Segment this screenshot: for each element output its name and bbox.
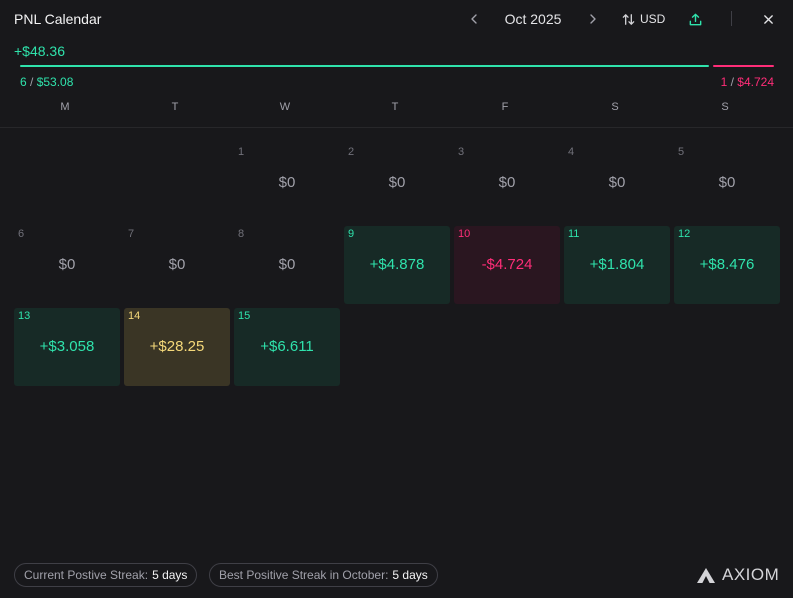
day-number: 7 <box>128 228 135 240</box>
close-button[interactable] <box>759 10 777 28</box>
day-cell-5[interactable]: 5 $0 <box>674 144 780 222</box>
day-number: 8 <box>238 228 245 240</box>
day-pnl-value: $0 <box>278 256 296 273</box>
page-title: PNL Calendar <box>14 11 102 27</box>
weekday-label: S <box>611 101 619 113</box>
header: PNL Calendar Oct 2025 USD <box>0 0 793 38</box>
day-number: 11 <box>568 228 580 240</box>
negative-days-count: 1 <box>720 75 728 89</box>
weekday-label: T <box>171 101 179 113</box>
weekday-label: W <box>279 101 291 113</box>
weekday-label: M <box>60 101 70 113</box>
total-pnl: +$48.36 <box>14 43 65 59</box>
day-number: 4 <box>568 146 575 158</box>
axiom-logo-icon <box>697 567 715 583</box>
day-cell-12[interactable]: 12 +$8.476 <box>674 226 780 304</box>
brand-name: AXIOM <box>722 565 780 584</box>
day-pnl-value: $0 <box>608 174 626 191</box>
negative-bar <box>712 65 774 67</box>
weekday-label: S <box>721 101 729 113</box>
day-number: 5 <box>678 146 685 158</box>
day-cell-15[interactable]: 15 +$6.611 <box>234 308 340 386</box>
day-number: 1 <box>238 146 245 158</box>
current-streak-label: Current Postive Streak: <box>24 568 149 582</box>
weekday-label: F <box>501 101 509 113</box>
positive-bar <box>20 65 709 67</box>
next-month-button[interactable] <box>583 9 603 29</box>
day-cell-1[interactable]: 1 $0 <box>234 144 340 222</box>
day-cell-3[interactable]: 3 $0 <box>454 144 560 222</box>
current-streak-value: 5 days <box>152 568 188 582</box>
day-cell-11[interactable]: 11 +$1.804 <box>564 226 670 304</box>
day-cell-14[interactable]: 14 +$28.25 <box>124 308 230 386</box>
best-streak-value: 5 days <box>392 568 428 582</box>
currency-toggle-button[interactable]: USD <box>621 10 665 28</box>
day-pnl-value: $0 <box>168 256 186 273</box>
export-button[interactable] <box>686 10 704 28</box>
day-pnl-value: +$1.804 <box>589 256 645 273</box>
day-cell-6[interactable]: 6 $0 <box>14 226 120 304</box>
day-pnl-value: +$28.25 <box>149 338 205 355</box>
day-pnl-value: $0 <box>718 174 736 191</box>
brand-logo: AXIOM <box>696 565 779 585</box>
prev-month-button[interactable] <box>464 9 484 29</box>
day-number: 9 <box>348 228 355 240</box>
day-cell-7[interactable]: 7 $0 <box>124 226 230 304</box>
positive-days-count: 6 <box>20 75 27 89</box>
day-pnl-value: $0 <box>388 174 406 191</box>
best-streak-label: Best Positive Streak in October: <box>219 568 389 582</box>
day-cell-2[interactable]: 2 $0 <box>344 144 450 222</box>
header-divider <box>731 11 732 26</box>
weekday-divider <box>0 127 793 128</box>
negative-total: $4.724 <box>737 75 774 89</box>
upload-icon <box>689 13 701 25</box>
day-number: 3 <box>458 146 465 158</box>
best-streak-badge: Best Positive Streak in October: 5 days <box>209 563 438 587</box>
pnl-ratio-bar <box>20 65 774 68</box>
day-number: 2 <box>348 146 355 158</box>
currency-label: USD <box>640 12 666 26</box>
empty-cell <box>124 144 230 222</box>
day-pnl-value: $0 <box>58 256 76 273</box>
empty-cell <box>14 144 120 222</box>
weekday-label: T <box>391 101 399 113</box>
day-cell-8[interactable]: 8 $0 <box>234 226 340 304</box>
month-label: Oct 2025 <box>504 11 562 27</box>
day-cell-10[interactable]: 10 -$4.724 <box>454 226 560 304</box>
day-number: 14 <box>128 310 141 322</box>
current-streak-badge: Current Postive Streak: 5 days <box>14 563 198 587</box>
day-pnl-value: $0 <box>498 174 516 191</box>
chevron-left-icon <box>471 14 477 24</box>
day-cell-4[interactable]: 4 $0 <box>564 144 670 222</box>
day-number: 12 <box>678 228 691 240</box>
day-pnl-value: +$4.878 <box>369 256 425 273</box>
positive-summary: 6 / $53.08 <box>20 75 74 89</box>
day-pnl-value: $0 <box>278 174 296 191</box>
day-number: 13 <box>18 310 31 322</box>
day-number: 10 <box>458 228 471 240</box>
close-icon <box>763 14 773 24</box>
positive-total: $53.08 <box>36 75 74 89</box>
calendar-grid: 1 $0 2 $0 3 $0 4 $0 5 $0 6 $0 7 $0 8 $0 9 +$4.878 10 -$4.72… <box>14 144 780 386</box>
day-cell-9[interactable]: 9 +$4.878 <box>344 226 450 304</box>
day-cell-13[interactable]: 13 +$3.058 <box>14 308 120 386</box>
day-pnl-value: +$6.611 <box>260 338 314 355</box>
chevron-right-icon <box>590 14 596 24</box>
swap-vertical-icon <box>622 13 635 25</box>
day-number: 15 <box>238 310 251 322</box>
day-pnl-value: +$3.058 <box>39 338 95 355</box>
day-pnl-value: -$4.724 <box>481 256 533 273</box>
day-pnl-value: +$8.476 <box>699 256 755 273</box>
negative-summary: 1 / $4.724 <box>720 75 774 89</box>
day-number: 6 <box>18 228 25 240</box>
